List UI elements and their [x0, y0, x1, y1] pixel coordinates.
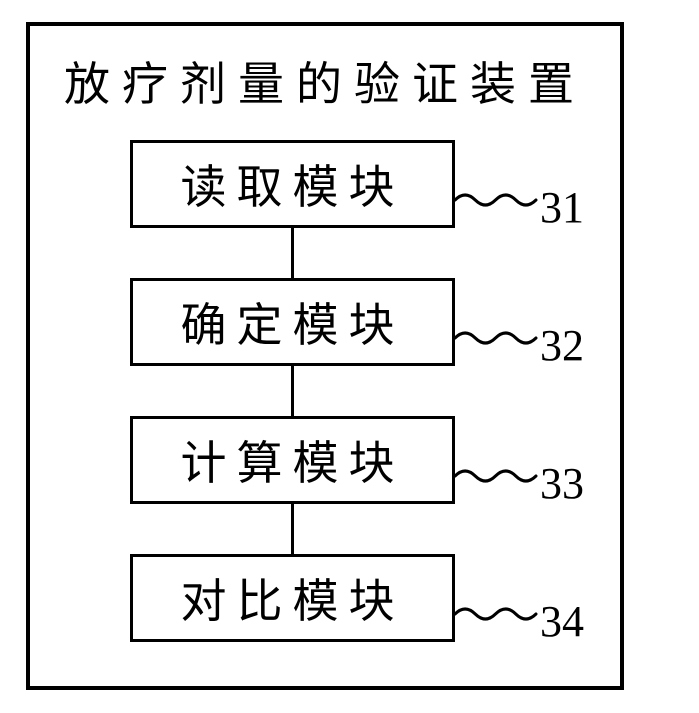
label-34: 34: [540, 596, 584, 647]
lead-33: [453, 458, 538, 494]
lead-31: [453, 182, 538, 218]
connector-1-2: [291, 228, 294, 278]
module-confirm-label: 确定模块: [181, 289, 405, 355]
connector-2-3: [291, 366, 294, 416]
module-read: 读取模块: [130, 140, 455, 228]
module-compute-label: 计算模块: [181, 427, 405, 493]
diagram-title: 放疗剂量的验证装置: [50, 48, 600, 114]
label-31: 31: [540, 182, 584, 233]
label-32: 32: [540, 320, 584, 371]
lead-32: [453, 320, 538, 356]
diagram-canvas: 放疗剂量的验证装置 读取模块 确定模块 计算模块 对比模块 31 32 33 3…: [0, 0, 699, 713]
module-compute: 计算模块: [130, 416, 455, 504]
label-33: 33: [540, 458, 584, 509]
module-compare: 对比模块: [130, 554, 455, 642]
lead-34: [453, 596, 538, 632]
module-read-label: 读取模块: [181, 151, 405, 217]
connector-3-4: [291, 504, 294, 554]
module-confirm: 确定模块: [130, 278, 455, 366]
module-compare-label: 对比模块: [181, 565, 405, 631]
